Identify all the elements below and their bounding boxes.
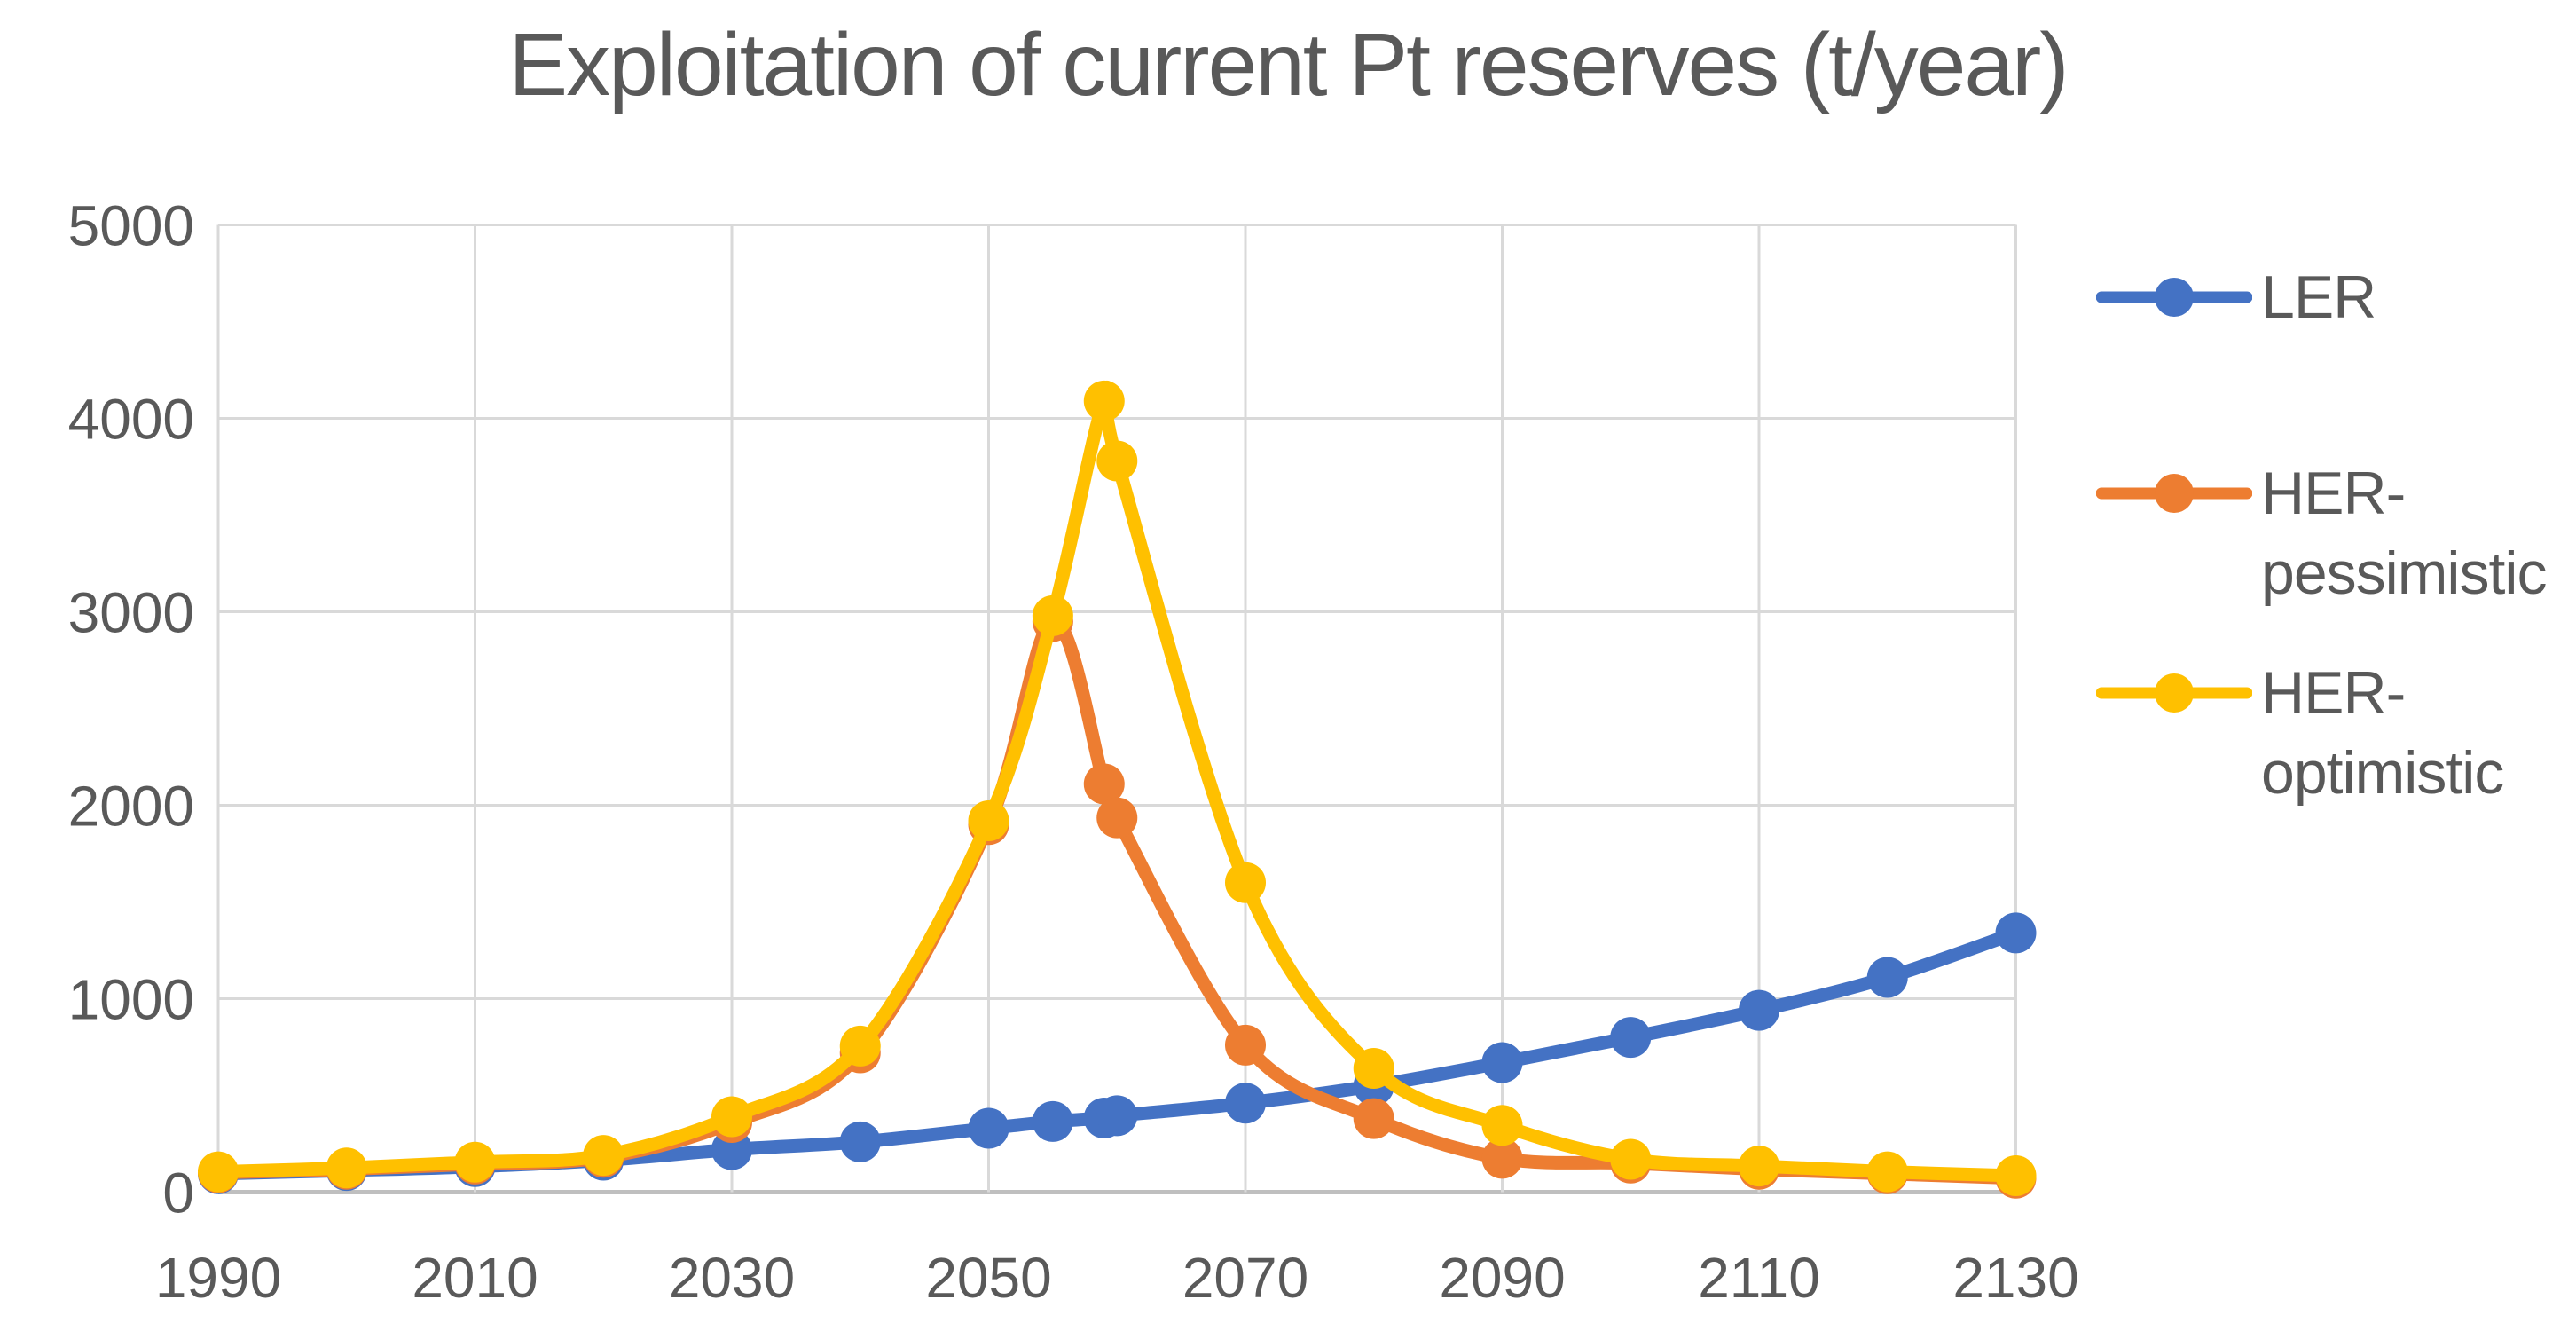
data-point-marker [968,1107,1009,1149]
x-tick-label: 2130 [1952,1246,2078,1310]
ler-series-marker-icon [2096,278,2252,317]
legend-label-ler: LER [2261,264,2376,331]
data-point-marker [1083,380,1125,421]
x-tick-label: 2090 [1439,1246,1565,1310]
data-point-marker [198,1151,239,1193]
data-point-marker [1866,957,1908,998]
y-tick-label: 4000 [68,388,194,452]
y-tick-label: 1000 [68,968,194,1032]
data-point-marker [583,1135,624,1177]
data-point-marker [1032,595,1073,636]
data-point-marker [1096,797,1138,839]
data-point-marker [1225,1083,1266,1124]
data-point-marker [1481,1138,1523,1179]
data-point-marker [839,1121,881,1162]
legend-label-her-pessimistic: HER-pessimistic [2261,460,2548,607]
chart-title: Exploitation of current Pt reserves (t/y… [508,15,2069,114]
y-tick-label: 3000 [68,581,194,645]
data-point-marker [711,1096,752,1138]
data-point-marker [1225,862,1266,903]
data-point-marker [1995,1154,2037,1196]
x-tick-label: 1990 [155,1246,281,1310]
her-optimistic-series-marker-icon [2096,673,2252,713]
series-line-her-pessimistic [211,614,2022,1185]
data-point-marker [1096,440,1138,482]
data-point-marker [1353,1047,1394,1089]
data-point-marker [326,1147,367,1189]
data-point-marker [1610,1017,1652,1059]
y-tick-label: 2000 [68,775,194,839]
data-point-marker [1353,1098,1394,1139]
series-line-ler [211,925,2022,1181]
x-tick-label: 2050 [925,1246,1051,1310]
data-point-marker [839,1025,881,1067]
x-tick-label: 2110 [1698,1246,1820,1310]
data-point-marker [1739,1146,1779,1187]
data-point-marker [1225,1024,1266,1066]
data-point-marker [1032,1100,1073,1142]
x-tick-label: 2030 [669,1246,795,1310]
legend: LER HER-pessimistic HER-optimistic [2096,0,2575,1331]
data-point-marker [1739,989,1779,1031]
x-tick-label: 2010 [412,1246,538,1310]
data-point-marker [1866,1151,1908,1193]
x-tick-label: 2070 [1182,1246,1308,1310]
legend-item-her-optimistic: HER-optimistic [2096,653,2576,813]
data-point-marker [1610,1138,1652,1180]
data-point-marker [1083,763,1125,805]
legend-item-her-pessimistic: HER-pessimistic [2096,453,2576,613]
data-point-marker [1481,1042,1523,1083]
data-point-marker [968,799,1009,841]
data-point-marker [1995,912,2037,954]
y-tick-label: 0 [162,1162,194,1225]
y-tick-label: 5000 [68,194,194,258]
data-point-marker [1096,1095,1138,1137]
legend-item-ler: LER [2096,257,2576,337]
her-pessimistic-series-marker-icon [2096,474,2252,513]
data-point-marker [1481,1105,1523,1146]
legend-label-her-optimistic: HER-optimistic [2261,659,2504,807]
data-point-marker [454,1141,496,1183]
